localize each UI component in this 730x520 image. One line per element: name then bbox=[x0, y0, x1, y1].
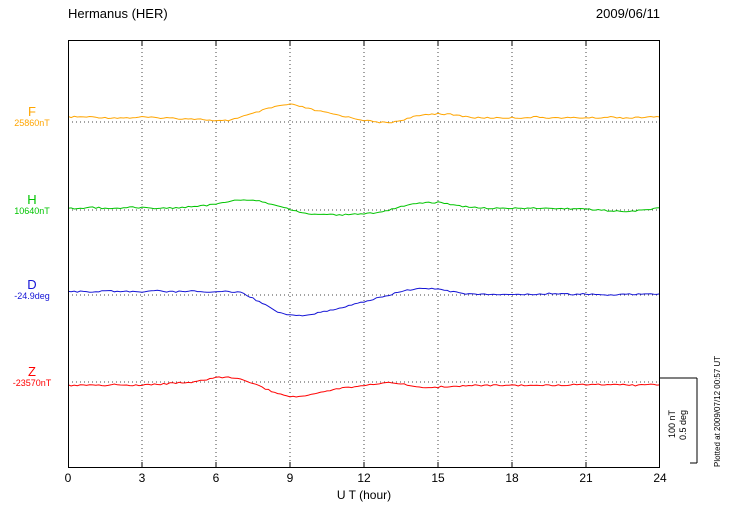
trace-name-d: D bbox=[27, 277, 37, 292]
trace-name-z: Z bbox=[28, 364, 36, 379]
trace-name-h: H bbox=[27, 192, 37, 207]
plot-area bbox=[68, 40, 660, 468]
x-tick-label: 9 bbox=[286, 471, 294, 485]
x-tick-label: 0 bbox=[64, 471, 72, 485]
trace-label-h: H 10640nT bbox=[2, 192, 62, 217]
scale-bar bbox=[660, 377, 698, 464]
scale-label-deg: 0.5 deg bbox=[678, 409, 688, 440]
trace-name-f: F bbox=[28, 104, 36, 119]
x-tick-label: 6 bbox=[212, 471, 220, 485]
date-label: 2009/06/11 bbox=[595, 6, 660, 21]
x-tick-label: 24 bbox=[653, 471, 667, 485]
trace-baseline-d: -24.9deg bbox=[14, 291, 50, 302]
scale-label-nt: 100 nT bbox=[667, 409, 677, 438]
trace-label-d: D -24.9deg bbox=[2, 277, 62, 302]
x-tick-label: 21 bbox=[579, 471, 593, 485]
x-tick-label: 18 bbox=[505, 471, 519, 485]
plotted-at-label: Plotted at 2009/07/12 00:57 UT bbox=[713, 355, 722, 467]
trace-label-z: Z -23570nT bbox=[2, 364, 62, 389]
x-axis-title: U T (hour) bbox=[336, 488, 392, 502]
x-tick-label: 15 bbox=[431, 471, 445, 485]
x-axis-tick-labels: 0 3 6 9 12 15 18 21 24 bbox=[0, 471, 730, 487]
x-tick-label: 12 bbox=[357, 471, 371, 485]
trace-baseline-z: -23570nT bbox=[12, 378, 52, 389]
trace-label-f: F 25860nT bbox=[2, 104, 62, 129]
trace-baseline-f: 25860nT bbox=[14, 118, 50, 129]
page-title: Hermanus (HER) bbox=[68, 6, 168, 21]
x-tick-label: 3 bbox=[138, 471, 146, 485]
trace-baseline-h: 10640nT bbox=[14, 206, 50, 217]
